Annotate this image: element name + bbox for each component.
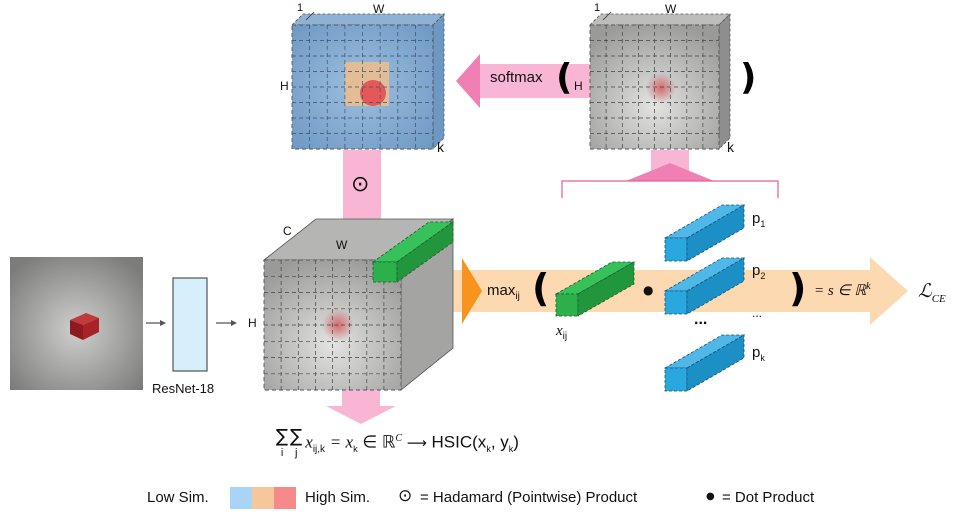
prototype-p2-label: p2 — [752, 262, 766, 281]
grid-left-k-label: k — [437, 139, 444, 155]
prototype-ellipsis-small: ... — [752, 306, 763, 320]
orange-max-band — [450, 270, 870, 312]
legend-dot-label: = Dot Product — [722, 489, 815, 506]
prototype-p1 — [663, 204, 746, 262]
softmax-label: softmax — [490, 69, 543, 86]
orange-arrowhead-right — [870, 257, 908, 325]
dot-product-grid — [589, 11, 731, 150]
prototype-bracket — [561, 180, 779, 198]
pink-hadamard-band — [343, 150, 381, 230]
prototype-ellipsis-bold: ... — [694, 311, 708, 328]
xij-label: xij — [556, 323, 568, 342]
similarity-map-grid — [291, 11, 445, 150]
softmax-open-paren: ( — [556, 57, 573, 98]
loss-label: ℒCE — [918, 281, 946, 305]
cube-c-label: C — [283, 224, 292, 238]
grid-right-w-label: W — [665, 2, 677, 16]
resnet-block — [172, 277, 208, 372]
max-open-paren: ( — [532, 266, 550, 310]
hsic-x-term: xij,k = xk ∈ ℝC ⟶ HSIC(xk, yk) — [305, 432, 519, 456]
cube-h-label: H — [248, 316, 257, 330]
dot-product-icon: ● — [643, 283, 654, 297]
feature-map-cube — [262, 218, 455, 391]
prototype-pk — [663, 334, 746, 392]
sum-i-symbol: ∑ — [276, 426, 289, 447]
max-close-paren: ) — [789, 266, 807, 310]
sum-j-symbol: ∑ — [290, 426, 303, 447]
sum-i-index: i — [280, 447, 284, 459]
sum-j-index: j — [294, 447, 298, 459]
pink-arrowhead-left — [456, 54, 480, 108]
pink-down-band — [342, 390, 380, 408]
legend-swatch-high — [274, 487, 296, 509]
legend-hadamard-label: = Hadamard (Pointwise) Product — [420, 489, 638, 506]
legend-dot-icon: ● — [706, 491, 715, 502]
legend-swatch-low — [230, 487, 252, 509]
flow-arrows — [146, 320, 237, 326]
legend-high-label: High Sim. — [305, 489, 371, 506]
feature-vector-xij — [554, 261, 636, 317]
grid-right-k-label: k — [727, 139, 734, 155]
grid-left-w-label: W — [373, 2, 385, 16]
pink-arrowhead-up — [626, 163, 714, 181]
prototype-p1-label: p1 — [752, 210, 766, 229]
legend-hadamard-icon: ⊙ — [398, 486, 413, 506]
score-expression: = s ∈ ℝk — [814, 281, 871, 299]
prototype-p2 — [663, 257, 746, 315]
softmax-close-paren: ) — [740, 57, 757, 98]
orange-start-triangle — [462, 258, 482, 324]
max-operator: maxij — [487, 282, 520, 302]
legend-low-label: Low Sim. — [147, 489, 209, 506]
cube-w-label: W — [336, 238, 348, 252]
legend-swatch-mid — [252, 487, 274, 509]
prototype-pk-label: pk — [752, 344, 765, 363]
resnet-label: ResNet-18 — [152, 381, 215, 396]
grid-right-h-label: H — [574, 79, 583, 93]
grid-left-h-label: H — [280, 79, 289, 93]
pink-arrowhead-down — [326, 406, 396, 424]
hadamard-icon: ⊙ — [351, 172, 370, 197]
grid-left-one-label: 1 — [297, 2, 304, 14]
grid-right-one-label: 1 — [594, 2, 601, 14]
hsic-formula: ∑ i ∑ j xij,k = xk ∈ ℝC ⟶ HSIC(xk, yk) — [276, 427, 519, 462]
input-image — [10, 257, 143, 390]
